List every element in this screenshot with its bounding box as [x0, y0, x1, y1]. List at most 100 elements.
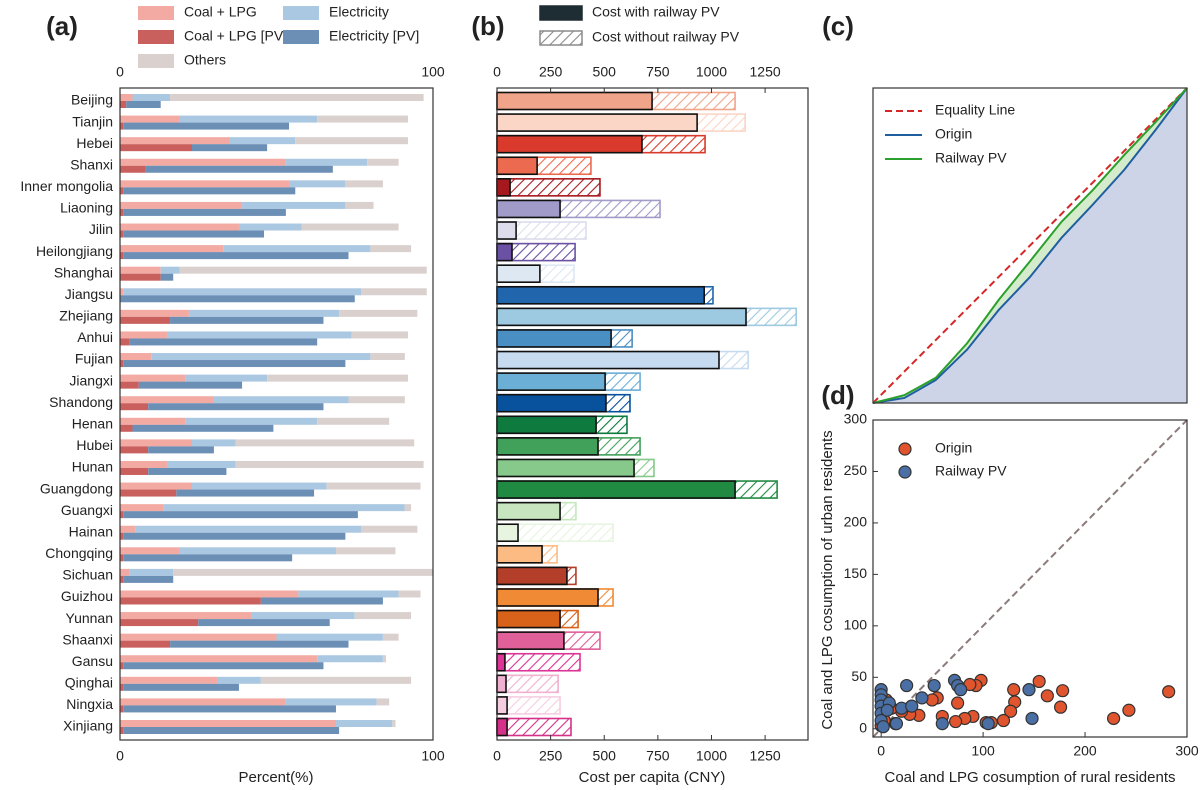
- bar: [496, 91, 653, 111]
- x-tick-label: 0: [493, 748, 501, 764]
- bar-segment: [132, 94, 171, 101]
- bar: [496, 113, 698, 132]
- bar-segment: [289, 180, 346, 188]
- bar-segment: [295, 137, 408, 145]
- bar-segment: [123, 252, 349, 260]
- point: [1106, 711, 1121, 726]
- bar-segment: [251, 612, 355, 620]
- bar-hatched: [496, 717, 572, 737]
- bar-segment: [120, 338, 130, 346]
- bar-segment: [120, 353, 152, 361]
- axes-frame: [496, 87, 809, 741]
- bar-segment: [120, 720, 336, 727]
- category-label: Anhui: [77, 329, 113, 345]
- legend-label: Origin: [935, 126, 972, 142]
- bar: [496, 458, 635, 478]
- area-under-curve: [873, 88, 1187, 403]
- bar-segment: [326, 482, 421, 490]
- bar: [496, 178, 511, 197]
- bar-segment: [123, 554, 293, 562]
- legend-swatch: [138, 30, 174, 44]
- bar-segment: [370, 353, 405, 361]
- legend-swatch: [138, 6, 174, 20]
- bar-segment: [123, 208, 286, 216]
- point: [935, 717, 949, 731]
- x-tick-label: 1000: [696, 748, 727, 764]
- x-tick-label: 1000: [696, 64, 727, 80]
- bar-segment: [198, 619, 330, 627]
- bar-segment: [376, 698, 390, 706]
- bar-segment: [120, 223, 239, 231]
- category-label: Liaoning: [60, 200, 113, 216]
- bar: [496, 393, 607, 413]
- bar: [496, 156, 538, 176]
- bar: [496, 372, 606, 391]
- bar-hatched: [496, 178, 601, 197]
- category-label: Jilin: [89, 221, 113, 237]
- bar-segment: [120, 417, 186, 425]
- bar-segment: [213, 396, 349, 404]
- bar-segment: [367, 158, 399, 166]
- bar-segment: [120, 547, 180, 555]
- legend-swatch: [539, 5, 583, 21]
- axes-frame: [872, 419, 1188, 738]
- bar-segment: [151, 353, 371, 361]
- bar-segment: [120, 266, 161, 274]
- point: [951, 696, 965, 710]
- axes-frame: [872, 87, 1188, 404]
- bar-segment: [242, 201, 346, 209]
- bar: [496, 717, 508, 737]
- category-label: Hunan: [72, 459, 113, 475]
- bar-segment: [185, 417, 318, 425]
- category-label: Yunnan: [66, 610, 114, 626]
- bar-segment: [120, 511, 124, 519]
- bar-segment: [148, 403, 324, 411]
- bar-segment: [123, 705, 336, 713]
- legend-label: Electricity [PV]: [329, 28, 419, 44]
- category-label: Jiangxi: [69, 372, 113, 388]
- bar-segment: [285, 698, 377, 706]
- bar-segment: [120, 439, 192, 447]
- category-label: Shanxi: [70, 156, 113, 172]
- bar-segment: [188, 309, 340, 317]
- category-label: Jiangsu: [65, 286, 113, 302]
- bar-segment: [166, 460, 236, 468]
- bar: [496, 134, 643, 154]
- y-tick-label: 250: [844, 462, 868, 478]
- legend-label: Cost without railway PV: [592, 29, 740, 45]
- bar-segment: [317, 115, 408, 123]
- x-tick-label: 1250: [750, 748, 781, 764]
- bar-segment: [335, 547, 396, 555]
- bar: [496, 307, 747, 327]
- bar-segment: [123, 122, 290, 130]
- bar-segment: [120, 676, 218, 684]
- category-label: Guangxi: [61, 502, 113, 518]
- bar-segment: [298, 590, 399, 598]
- bar-segment: [120, 396, 214, 404]
- bar-segment: [120, 705, 124, 713]
- point: [880, 703, 894, 717]
- bar-segment: [404, 504, 412, 512]
- category-label: Shanghai: [54, 264, 113, 280]
- bar-segment: [382, 655, 387, 663]
- bar-segment: [223, 245, 371, 253]
- bar-segment: [123, 727, 340, 734]
- bar-segment: [229, 137, 296, 145]
- category-label: Sichuan: [62, 567, 113, 583]
- bar-segment: [301, 223, 399, 231]
- bar-segment: [179, 115, 318, 123]
- point: [876, 720, 890, 734]
- bar-segment: [317, 655, 383, 663]
- bar-segment: [120, 331, 167, 339]
- bar-segment: [160, 266, 180, 274]
- bar-segment: [179, 266, 427, 274]
- bar-segment: [120, 640, 171, 648]
- bar-segment: [170, 94, 424, 101]
- bar-segment: [120, 316, 171, 324]
- bar-segment: [191, 439, 236, 447]
- point: [1053, 700, 1068, 714]
- bar-segment: [120, 309, 189, 317]
- category-label: Heilongjiang: [36, 243, 113, 259]
- panel-title: (d): [821, 380, 854, 410]
- bar-segment: [170, 316, 324, 324]
